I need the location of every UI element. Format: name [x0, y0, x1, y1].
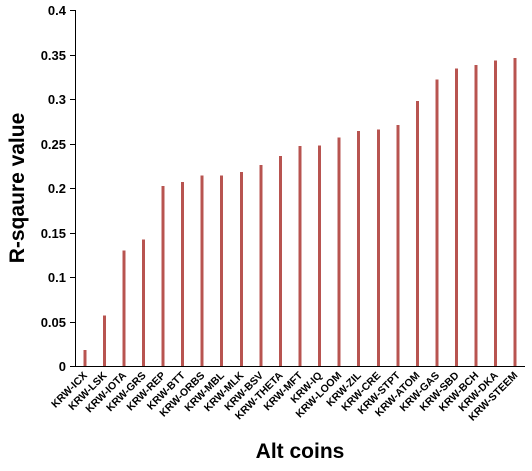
bar-krw-icx — [83, 349, 87, 366]
y-tick-label: 0.2 — [48, 181, 66, 196]
bar-krw-steem — [513, 58, 517, 367]
bar-krw-lsk — [102, 315, 106, 366]
bar-krw-bch — [474, 65, 478, 367]
bar-krw-loom — [337, 137, 341, 366]
x-axis-title: Alt coins — [256, 440, 345, 463]
bar-krw-grs — [141, 239, 145, 366]
y-tick-label: 0.05 — [41, 315, 66, 330]
x-ticks: KRW-ICXKRW-LSKKRW-IOTAKRW-GRSKRW-REPKRW-… — [49, 369, 520, 423]
y-tick-label: 0.35 — [41, 48, 66, 63]
bar-krw-stpt — [396, 124, 400, 366]
y-tick-label: 0.4 — [48, 3, 67, 18]
y-tick-label: 0 — [59, 359, 66, 374]
bar-krw-zil — [357, 131, 361, 366]
bar-krw-iota — [122, 250, 126, 366]
axes-layer — [75, 10, 525, 367]
bar-krw-sbd — [455, 68, 459, 367]
bar-krw-dka — [494, 60, 498, 366]
bar-krw-cre — [376, 129, 380, 366]
bar-krw-gas — [435, 79, 439, 367]
bar-krw-mft — [298, 146, 302, 366]
y-axis-title: R-sqaure value — [6, 113, 29, 264]
bar-krw-mbl — [220, 175, 224, 366]
bars-layer — [83, 58, 517, 367]
y-tick-label: 0.1 — [48, 270, 66, 285]
bar-krw-rep — [161, 186, 165, 366]
y-tick-label: 0.3 — [48, 92, 66, 107]
bar-krw-mlk — [239, 171, 243, 366]
y-tick-label: 0.15 — [41, 226, 66, 241]
bar-krw-iq — [318, 145, 322, 366]
bar-krw-atom — [415, 100, 419, 366]
bar-krw-btt — [181, 181, 185, 366]
bar-krw-bsv — [259, 164, 263, 366]
bar-krw-theta — [278, 155, 282, 366]
y-ticks: 0 0.05 0.1 0.15 0.2 0.25 0.3 0.35 0.4 — [41, 3, 75, 374]
y-tick-label: 0.25 — [41, 137, 66, 152]
bar-krw-orbs — [200, 175, 204, 366]
